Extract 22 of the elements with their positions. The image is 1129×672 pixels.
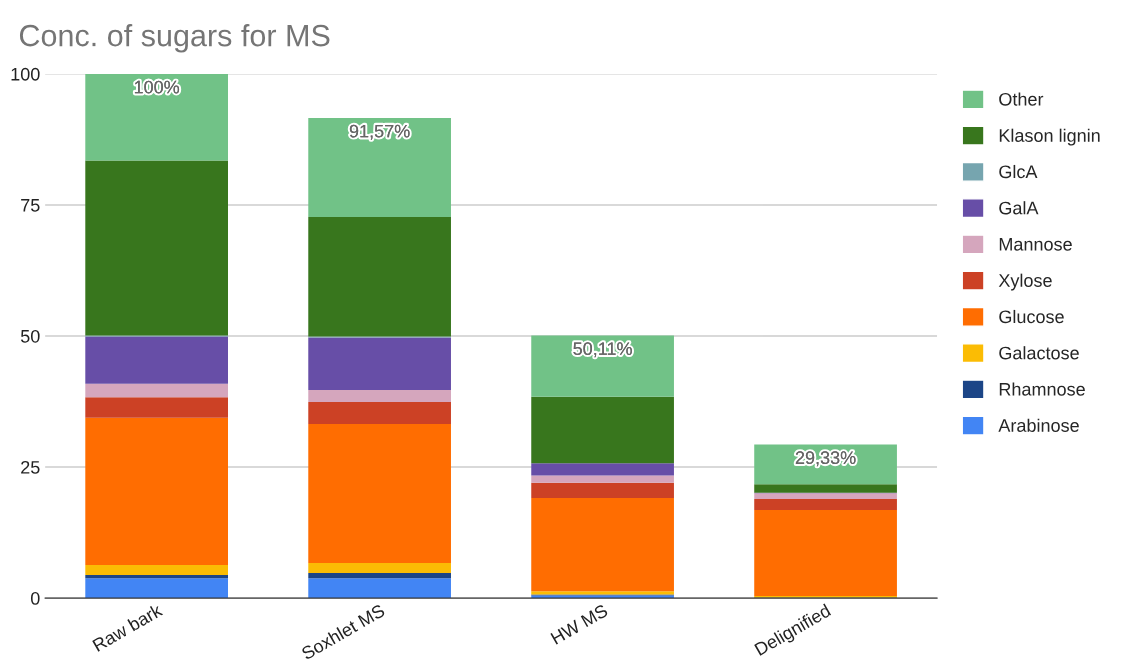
total-label: 29,33% <box>795 451 856 467</box>
total-label: 50,11% <box>573 342 632 358</box>
y-tick-label: 25 <box>21 460 40 474</box>
x-tick-label: HW MS <box>550 603 609 645</box>
legend-label: GlcA <box>999 164 1038 179</box>
y-tick-label: 50 <box>20 329 40 343</box>
legend-label: Galactose <box>999 346 1079 360</box>
total-label: 100% <box>134 80 180 94</box>
chart-title: Conc. of sugars for MS <box>19 24 330 53</box>
total-label: 91,57% <box>349 124 410 140</box>
y-tick-label: 100 <box>11 67 40 81</box>
legend-label: Rhamnose <box>999 382 1085 396</box>
legend-label: Arabinose <box>998 418 1079 432</box>
y-tick-label: 0 <box>30 592 40 605</box>
legend-label: Xylose <box>998 273 1052 291</box>
legend-label: Other <box>999 92 1044 106</box>
legend-label: Glucose <box>999 309 1064 324</box>
legend-label: GalA <box>999 201 1039 215</box>
legend-label: Mannose <box>999 238 1072 251</box>
legend-label: Klason lignin <box>999 128 1100 146</box>
x-tick-label: Raw bark <box>91 602 164 652</box>
y-tick-label: 75 <box>21 199 40 212</box>
